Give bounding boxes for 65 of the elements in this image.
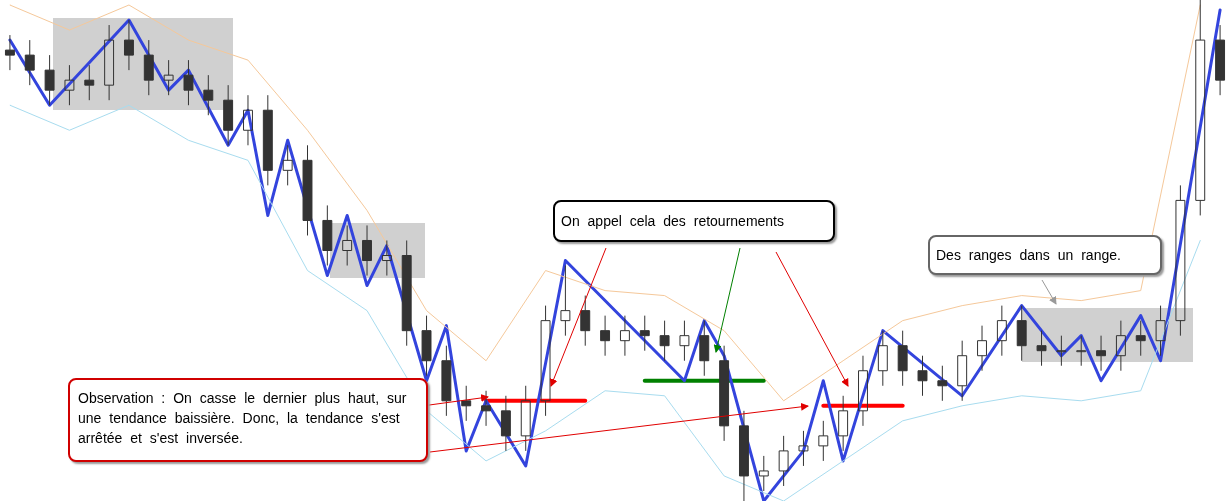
candlestick (4, 34, 15, 71)
candlestick (123, 19, 134, 71)
candlestick (1115, 320, 1126, 372)
candlestick (600, 315, 611, 357)
candlestick (937, 365, 948, 402)
candlestick (223, 84, 234, 146)
candlestick (183, 59, 194, 106)
candlestick (381, 239, 392, 277)
candlestick (44, 54, 55, 106)
candlestick (877, 330, 888, 387)
candlestick (143, 39, 154, 96)
candlestick (481, 390, 492, 427)
candlestick (203, 74, 214, 116)
callout-box: On appel cela des retournements (553, 200, 835, 242)
candlestick (302, 144, 313, 236)
candlestick (64, 64, 75, 106)
candlestick (639, 315, 650, 352)
candlestick (1135, 320, 1146, 357)
callout-box: Des ranges dans un range. (928, 235, 1162, 275)
candlestick (104, 24, 115, 101)
candlestick (818, 420, 829, 462)
candlestick (24, 39, 35, 86)
candlestick (1096, 335, 1107, 372)
candlestick (738, 410, 749, 501)
candlestick (699, 320, 710, 377)
candlestick (1175, 184, 1186, 337)
candlestick (679, 320, 690, 362)
candlestick (342, 224, 353, 267)
candlestick (1056, 335, 1067, 367)
candlestick (243, 94, 253, 146)
candlestick (362, 224, 372, 277)
candlestick (560, 265, 571, 337)
candlestick (659, 320, 670, 362)
candlestick (421, 315, 432, 377)
candlestick (441, 345, 452, 417)
candlestick (163, 59, 174, 96)
candlestick (401, 239, 412, 347)
candlestick (619, 315, 630, 357)
candlestick (282, 144, 293, 186)
candlestick (84, 64, 95, 101)
candlestick (1076, 335, 1087, 367)
candlestick (719, 345, 730, 442)
candlestick (520, 385, 531, 452)
candlestick (262, 94, 273, 186)
candlestick (778, 435, 789, 487)
callout-box: Observation : On casse le dernier plus haut, sur une tendance baissière. Donc, la tendance s'est arrêtée et s'est inversée. (68, 378, 428, 462)
candlestick (461, 385, 472, 422)
candlestick (858, 355, 868, 427)
candlestick (500, 395, 511, 452)
candlestick (798, 430, 809, 467)
candlestick (897, 330, 908, 387)
candlestick (977, 325, 987, 372)
candlestick (1195, 0, 1206, 216)
candlestick (1036, 330, 1047, 367)
candlestick (540, 305, 551, 417)
candlestick (917, 355, 928, 397)
candlestick (957, 340, 968, 402)
candlestick (758, 455, 769, 492)
candlestick (996, 305, 1007, 357)
candlestick (580, 295, 591, 347)
candlestick (1016, 305, 1027, 362)
candlestick (322, 204, 333, 267)
candlestick (1155, 305, 1166, 357)
candlestick (838, 395, 849, 452)
candlestick (1215, 24, 1226, 96)
